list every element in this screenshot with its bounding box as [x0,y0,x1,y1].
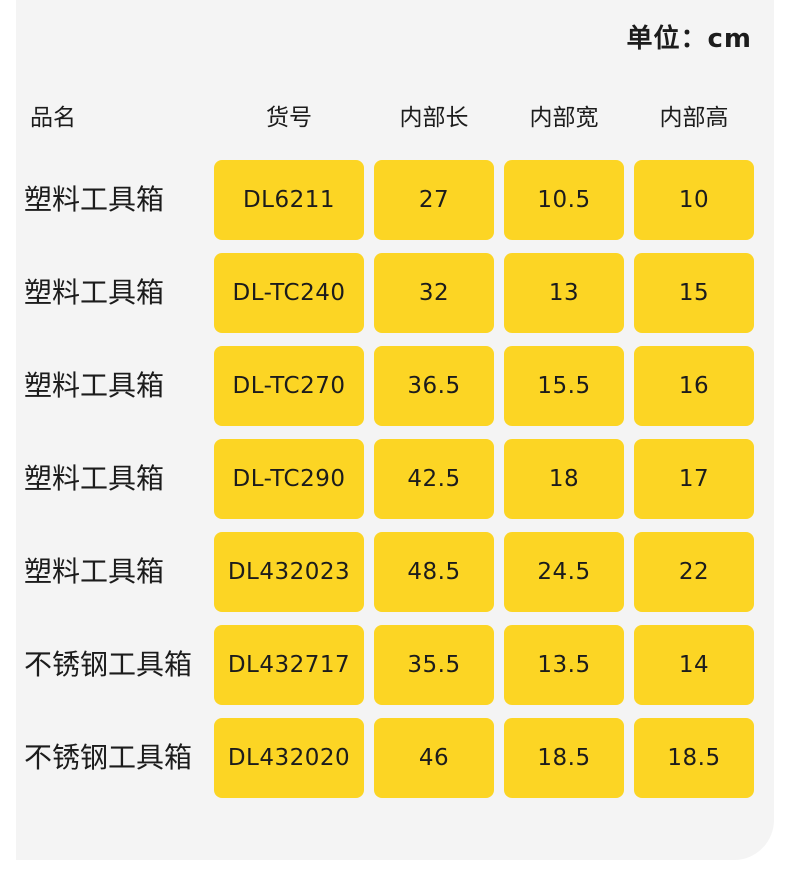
inner-length-cell: 32 [374,253,494,333]
table-row: 塑料工具箱 DL432023 48.5 24.5 22 [0,532,790,612]
item-code-cell: DL432023 [214,532,364,612]
unit-label: 单位：cm [626,24,752,54]
inner-height-cell: 18.5 [634,718,754,798]
product-name: 塑料工具箱 [24,276,165,309]
inner-width-cell: 13.5 [504,625,624,705]
item-code-cell: DL-TC290 [214,439,364,519]
inner-width-cell: 13 [504,253,624,333]
inner-height-cell: 14 [634,625,754,705]
inner-length-cell: 42.5 [374,439,494,519]
inner-width-cell: 15.5 [504,346,624,426]
inner-width-cell: 18 [504,439,624,519]
inner-length-cell: 48.5 [374,532,494,612]
header-product-name: 品名 [30,105,76,131]
inner-width-cell: 10.5 [504,160,624,240]
table-row: 塑料工具箱 DL-TC240 32 13 15 [0,253,790,333]
inner-width-cell: 18.5 [504,718,624,798]
table-row: 不锈钢工具箱 DL432020 46 18.5 18.5 [0,718,790,798]
item-code-cell: DL6211 [214,160,364,240]
inner-length-cell: 27 [374,160,494,240]
size-table-card [16,0,774,860]
product-name: 塑料工具箱 [24,555,165,588]
product-name: 不锈钢工具箱 [24,741,193,774]
item-code-cell: DL-TC270 [214,346,364,426]
product-name: 塑料工具箱 [24,183,165,216]
product-name: 不锈钢工具箱 [24,648,193,681]
item-code-cell: DL-TC240 [214,253,364,333]
inner-length-cell: 46 [374,718,494,798]
item-code-cell: DL432020 [214,718,364,798]
header-inner-width: 内部宽 [529,105,599,131]
inner-length-cell: 35.5 [374,625,494,705]
header-inner-height: 内部高 [659,105,729,131]
header-inner-length: 内部长 [399,105,469,131]
table-row: 塑料工具箱 DL-TC290 42.5 18 17 [0,439,790,519]
inner-length-cell: 36.5 [374,346,494,426]
inner-height-cell: 15 [634,253,754,333]
item-code-cell: DL432717 [214,625,364,705]
inner-width-cell: 24.5 [504,532,624,612]
table-row: 塑料工具箱 DL6211 27 10.5 10 [0,160,790,240]
table-header: 品名 货号 内部长 内部宽 内部高 [0,98,790,138]
inner-height-cell: 17 [634,439,754,519]
inner-height-cell: 22 [634,532,754,612]
inner-height-cell: 16 [634,346,754,426]
table-row: 不锈钢工具箱 DL432717 35.5 13.5 14 [0,625,790,705]
product-name: 塑料工具箱 [24,462,165,495]
product-name: 塑料工具箱 [24,369,165,402]
inner-height-cell: 10 [634,160,754,240]
table-row: 塑料工具箱 DL-TC270 36.5 15.5 16 [0,346,790,426]
header-item-code: 货号 [266,105,312,131]
